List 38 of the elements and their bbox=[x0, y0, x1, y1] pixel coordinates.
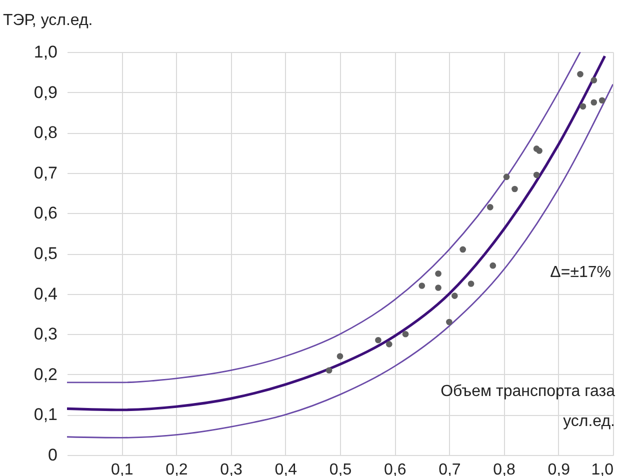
line-series bbox=[67, 84, 613, 438]
point bbox=[336, 353, 344, 360]
point bbox=[486, 204, 494, 210]
point bbox=[446, 318, 452, 326]
point bbox=[435, 270, 442, 277]
y-tick-label: 0,8 bbox=[34, 123, 58, 142]
annotation: Δ=±17% bbox=[550, 264, 611, 281]
point bbox=[503, 174, 510, 180]
point bbox=[418, 282, 426, 289]
point bbox=[590, 77, 598, 84]
point bbox=[536, 148, 542, 154]
point bbox=[590, 99, 598, 106]
point bbox=[375, 336, 382, 344]
y-tick-label: 0,6 bbox=[34, 204, 58, 223]
point bbox=[402, 330, 409, 338]
point bbox=[580, 103, 586, 110]
y-tick-label: 0 bbox=[48, 446, 58, 464]
point bbox=[452, 292, 458, 299]
x-axis-title: Объем транспорта газа усл.ед. bbox=[440, 383, 616, 430]
point bbox=[533, 172, 540, 178]
y-tick-label: 0,4 bbox=[34, 284, 58, 304]
point bbox=[386, 341, 392, 348]
y-tick-label: 0,5 bbox=[34, 244, 58, 263]
point bbox=[468, 280, 474, 287]
y-tick-label: 0,1 bbox=[34, 405, 58, 424]
point bbox=[460, 246, 466, 253]
point bbox=[490, 262, 496, 269]
y-axis-title: ТЭР, усл.ед. bbox=[3, 12, 93, 29]
point bbox=[577, 71, 584, 78]
y-tick-label: 0,9 bbox=[34, 82, 58, 102]
point bbox=[435, 284, 442, 291]
point bbox=[598, 97, 606, 104]
y-tick-label: 1,0 bbox=[34, 42, 58, 62]
y-tick-label: 0,7 bbox=[34, 163, 58, 182]
y-tick-label: 0,2 bbox=[34, 364, 58, 384]
y-tick-label: 0,3 bbox=[34, 324, 58, 344]
point bbox=[326, 367, 332, 374]
point bbox=[512, 186, 518, 192]
